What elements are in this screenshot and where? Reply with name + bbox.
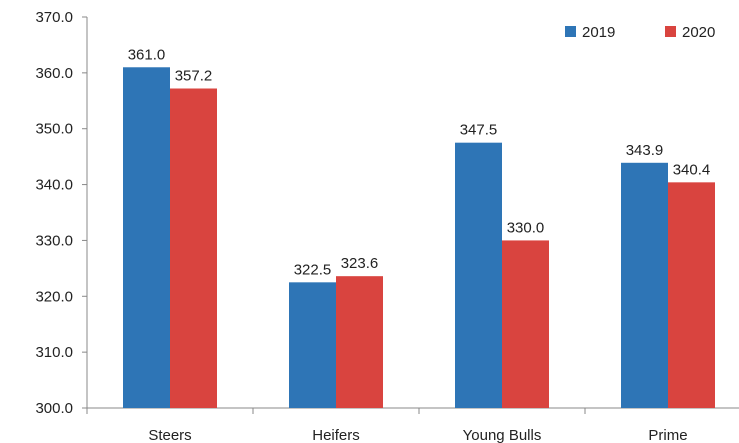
bars xyxy=(123,67,715,409)
data-label: 340.4 xyxy=(673,161,711,178)
x-tick-label: Heifers xyxy=(312,427,360,443)
bar-2019 xyxy=(621,162,668,408)
data-label: 322.5 xyxy=(294,261,332,278)
y-tick-label: 330.0 xyxy=(35,232,73,249)
legend-swatch xyxy=(565,26,576,37)
y-tick-label: 370.0 xyxy=(35,9,73,26)
y-tick-label: 320.0 xyxy=(35,288,73,305)
y-tick-label: 340.0 xyxy=(35,177,73,194)
data-label: 347.5 xyxy=(460,122,498,139)
bar-2019 xyxy=(123,67,170,409)
x-tick-label: Steers xyxy=(148,427,191,443)
bar-2020 xyxy=(336,276,383,408)
y-tick-label: 360.0 xyxy=(35,65,73,82)
data-label: 343.9 xyxy=(626,142,664,159)
legend-label: 2019 xyxy=(582,24,615,41)
x-tick-label: Young Bulls xyxy=(463,427,542,443)
legend-swatch xyxy=(665,26,676,37)
y-tick-label: 310.0 xyxy=(35,344,73,361)
y-tick-label: 350.0 xyxy=(35,121,73,138)
bar-2019 xyxy=(455,142,502,408)
data-label: 323.6 xyxy=(341,255,379,272)
data-labels: 361.0 322.5 347.5 343.9 357.2 323.6 330.0 340.4 xyxy=(128,46,711,278)
legend: 2019 2020 xyxy=(565,24,715,41)
bar-2020 xyxy=(668,182,715,408)
y-axis: 300.0 310.0 320.0 330.0 340.0 350.0 360.0 370.0 xyxy=(35,9,88,417)
data-label: 330.0 xyxy=(507,219,545,236)
data-label: 357.2 xyxy=(175,67,213,84)
bar-2020 xyxy=(502,240,549,408)
bar-2020 xyxy=(170,88,217,409)
x-tick-label: Prime xyxy=(648,427,687,443)
data-label: 361.0 xyxy=(128,46,166,63)
y-tick-label: 300.0 xyxy=(35,400,73,417)
bar-2019 xyxy=(289,282,336,408)
x-axis: Steers Heifers Young Bulls Prime xyxy=(86,407,739,443)
legend-label: 2020 xyxy=(682,24,715,41)
